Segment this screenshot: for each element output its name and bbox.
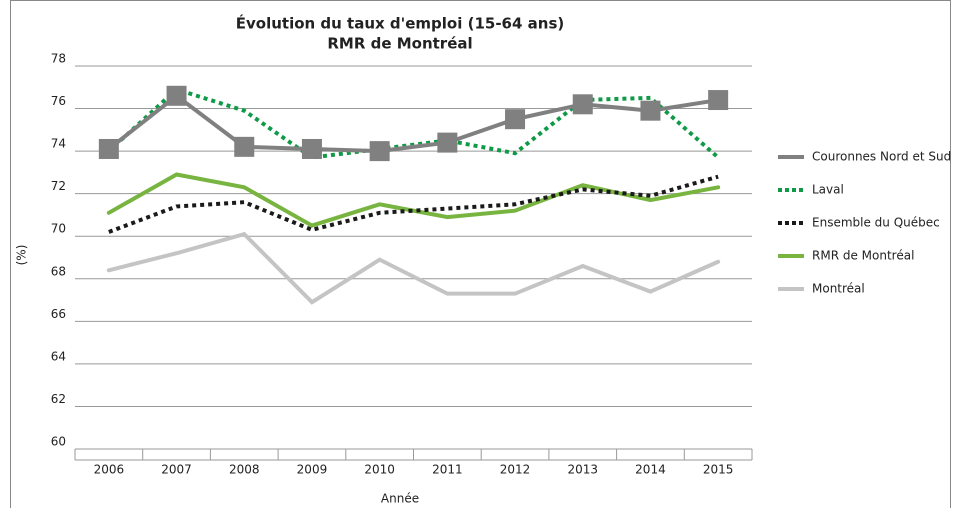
y-tick-label: 78	[51, 52, 66, 66]
marker	[505, 109, 526, 130]
marker	[640, 100, 661, 121]
x-tick-label: 2006	[94, 463, 125, 477]
marker	[708, 90, 729, 111]
y-tick-label: 68	[51, 264, 66, 278]
x-tick-label: 2008	[229, 463, 260, 477]
series-line	[106, 231, 721, 305]
marker	[572, 94, 593, 115]
chart-title: Évolution du taux d'emploi (15-64 ans)	[236, 14, 565, 33]
x-tick-label: 2011	[432, 463, 463, 477]
y-tick-label: 64	[51, 349, 66, 363]
chart-title: RMR de Montréal	[327, 35, 472, 53]
marker	[301, 138, 322, 159]
legend-label: Montréal	[812, 282, 865, 296]
series-line	[107, 87, 720, 160]
y-tick-label: 76	[51, 94, 66, 108]
x-axis-label: Année	[381, 492, 419, 506]
legend-label: Couronnes Nord et Sud	[812, 150, 951, 164]
y-tick-label: 70	[51, 222, 66, 236]
x-tick-label: 2013	[567, 463, 598, 477]
y-tick-label: 74	[51, 137, 66, 151]
x-tick-label: 2015	[703, 463, 734, 477]
x-tick-label: 2009	[297, 463, 328, 477]
marker	[437, 132, 458, 153]
series-line	[108, 174, 719, 234]
marker	[166, 85, 187, 106]
y-tick-label: 62	[51, 392, 66, 406]
marker	[98, 138, 119, 159]
series-line	[106, 93, 721, 154]
legend-label: Ensemble du Québec	[812, 216, 940, 230]
y-tick-label: 66	[51, 307, 66, 321]
x-tick-label: 2010	[364, 463, 395, 477]
x-tick-label: 2014	[635, 463, 666, 477]
series-line	[106, 172, 721, 228]
x-tick-label: 2012	[500, 463, 531, 477]
marker	[369, 141, 390, 162]
y-axis-label: (%)	[15, 245, 29, 266]
x-tick-label: 2007	[161, 463, 192, 477]
marker	[234, 136, 255, 157]
y-tick-label: 72	[51, 179, 66, 193]
legend-label: RMR de Montréal	[812, 249, 914, 263]
legend-label: Laval	[812, 183, 844, 197]
chart-frame	[10, 0, 951, 508]
y-tick-label: 60	[51, 435, 66, 449]
